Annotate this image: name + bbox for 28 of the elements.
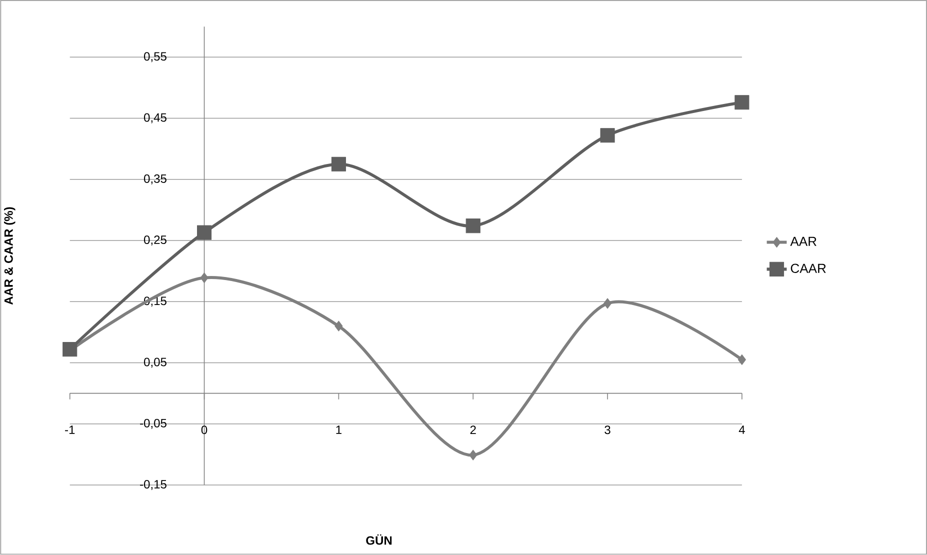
point [334,320,343,332]
point [469,450,478,460]
point [734,95,750,110]
y-tick-label: 0,25 [144,236,166,246]
x-tick-label: -1 [65,426,75,434]
y-axis-title: AAR & CAAR (%) [4,207,16,305]
y-tick-label: 0,35 [144,174,166,184]
point [604,298,612,309]
y-tick-label: -0,05 [140,419,166,429]
point [200,272,208,284]
x-tick-label: 1 [336,426,342,434]
y-tick-label: 0,55 [144,52,166,62]
point [738,354,746,366]
point [600,128,615,143]
legend-label: AAR [790,237,816,246]
x-axis-title: GÜN [366,534,392,545]
point [197,225,212,240]
y-tick-label: 0,45 [144,113,166,124]
x-tick-label: 4 [738,426,745,434]
y-tick-label: -0,15 [140,480,166,490]
point [466,218,480,234]
y-tick-label: 0,05 [144,358,166,368]
legend-label: CAAR [790,264,826,274]
x-tick-label: 0 [201,426,208,434]
point [62,342,78,357]
point [331,156,346,172]
x-tick-label: 2 [470,426,476,434]
x-tick-label: 3 [604,426,610,434]
